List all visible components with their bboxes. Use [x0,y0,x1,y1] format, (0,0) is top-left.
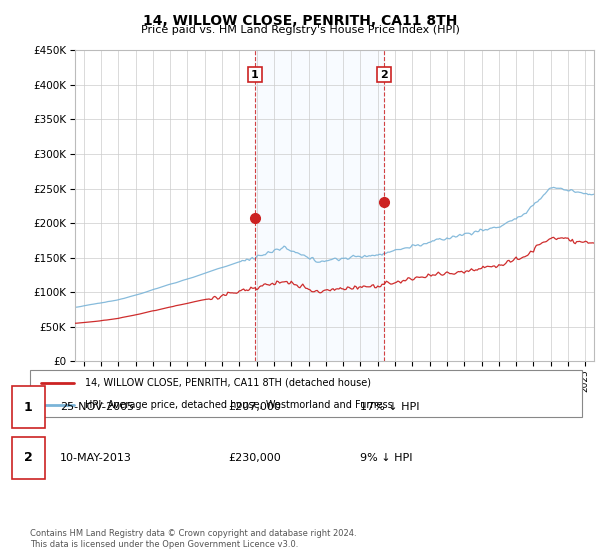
Text: HPI: Average price, detached house, Westmorland and Furness: HPI: Average price, detached house, West… [85,400,393,410]
Text: 14, WILLOW CLOSE, PENRITH, CA11 8TH (detached house): 14, WILLOW CLOSE, PENRITH, CA11 8TH (det… [85,378,371,388]
Text: Price paid vs. HM Land Registry's House Price Index (HPI): Price paid vs. HM Land Registry's House … [140,25,460,35]
Text: 25-NOV-2005: 25-NOV-2005 [60,403,134,412]
Text: Contains HM Land Registry data © Crown copyright and database right 2024.
This d: Contains HM Land Registry data © Crown c… [30,529,356,549]
Text: 2: 2 [24,451,32,464]
Text: 1: 1 [251,69,259,80]
Bar [255,50,384,361]
Text: 9% ↓ HPI: 9% ↓ HPI [360,453,413,463]
Text: 14, WILLOW CLOSE, PENRITH, CA11 8TH: 14, WILLOW CLOSE, PENRITH, CA11 8TH [143,14,457,28]
Text: 17% ↓ HPI: 17% ↓ HPI [360,403,419,412]
Text: £207,000: £207,000 [228,403,281,412]
Text: 1: 1 [24,401,32,414]
Text: 2: 2 [380,69,388,80]
Text: £230,000: £230,000 [228,453,281,463]
Text: 10-MAY-2013: 10-MAY-2013 [60,453,132,463]
FancyBboxPatch shape [30,370,582,417]
